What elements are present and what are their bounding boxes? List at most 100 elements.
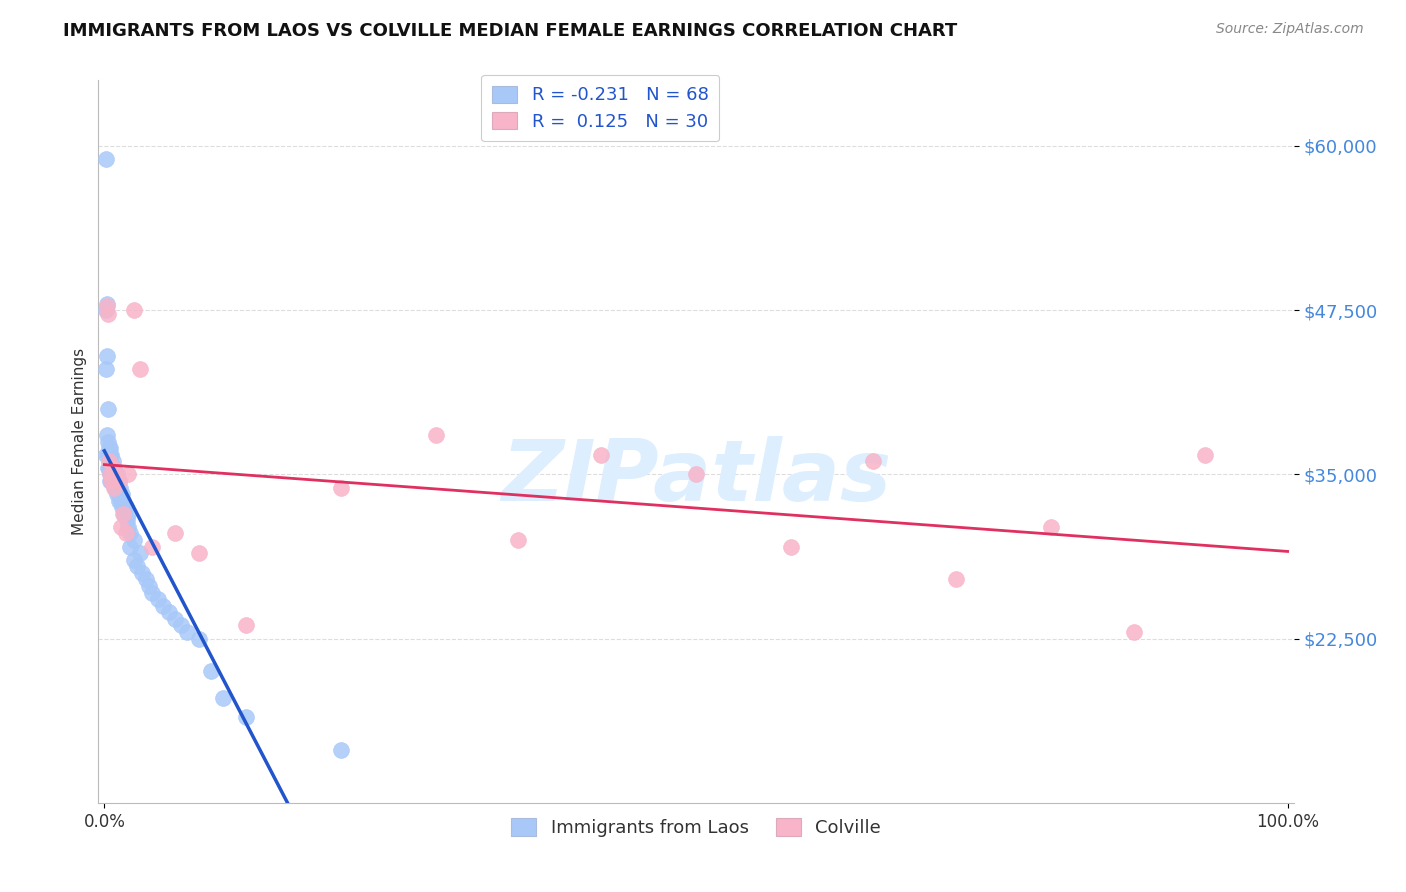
Point <box>131 566 153 580</box>
Point <box>188 632 211 646</box>
Point <box>105 483 128 497</box>
Point <box>103 460 125 475</box>
Point <box>117 467 139 482</box>
Point <box>112 493 135 508</box>
Point <box>98 467 121 482</box>
Point <box>200 665 222 679</box>
Point <box>103 467 125 482</box>
Point <box>107 493 129 508</box>
Point <box>97 401 120 416</box>
Point <box>97 448 120 462</box>
Point <box>97 434 120 449</box>
Point <box>104 467 127 482</box>
Point <box>122 553 145 567</box>
Point <box>165 612 187 626</box>
Point <box>98 460 121 475</box>
Point <box>1039 520 1062 534</box>
Point <box>94 362 117 376</box>
Point <box>128 546 150 560</box>
Point <box>96 428 118 442</box>
Point <box>94 152 117 166</box>
Point <box>104 481 127 495</box>
Point <box>112 507 135 521</box>
Point <box>98 467 121 482</box>
Point <box>127 559 149 574</box>
Point <box>508 533 530 547</box>
Point <box>120 540 142 554</box>
Point <box>117 520 139 534</box>
Point <box>98 448 121 462</box>
Point <box>779 540 801 554</box>
Y-axis label: Median Female Earnings: Median Female Earnings <box>72 348 87 535</box>
Point <box>98 460 121 475</box>
Point <box>97 307 120 321</box>
Point <box>1194 448 1216 462</box>
Point <box>105 470 128 484</box>
Point <box>330 481 353 495</box>
Point <box>108 481 131 495</box>
Text: Source: ZipAtlas.com: Source: ZipAtlas.com <box>1216 22 1364 37</box>
Point <box>330 743 353 757</box>
Point <box>96 299 118 313</box>
Point <box>157 605 180 619</box>
Point <box>105 467 128 482</box>
Text: IMMIGRANTS FROM LAOS VS COLVILLE MEDIAN FEMALE EARNINGS CORRELATION CHART: IMMIGRANTS FROM LAOS VS COLVILLE MEDIAN … <box>63 22 957 40</box>
Point <box>105 467 128 482</box>
Point <box>96 349 118 363</box>
Point <box>425 428 447 442</box>
Point <box>1122 625 1144 640</box>
Point <box>862 454 884 468</box>
Point <box>98 454 121 468</box>
Point <box>111 500 134 515</box>
Point <box>110 493 132 508</box>
Point <box>100 465 122 479</box>
Point <box>114 507 136 521</box>
Point <box>101 454 124 468</box>
Point <box>100 457 122 471</box>
Point <box>98 441 121 455</box>
Point <box>141 585 163 599</box>
Point <box>146 592 169 607</box>
Point <box>235 618 257 632</box>
Point <box>138 579 160 593</box>
Point <box>685 467 707 482</box>
Point <box>115 513 138 527</box>
Legend: Immigrants from Laos, Colville: Immigrants from Laos, Colville <box>503 811 889 845</box>
Point <box>101 460 124 475</box>
Point <box>211 690 233 705</box>
Point <box>97 460 120 475</box>
Point <box>101 470 124 484</box>
Point <box>105 487 128 501</box>
Point <box>101 460 124 475</box>
Point <box>188 546 211 560</box>
Point <box>111 487 134 501</box>
Point <box>152 599 174 613</box>
Point <box>170 618 193 632</box>
Point <box>165 526 187 541</box>
Point <box>98 474 121 488</box>
Point <box>98 454 121 468</box>
Point <box>103 478 125 492</box>
Point <box>122 303 145 318</box>
Point <box>98 441 121 455</box>
Point <box>100 474 122 488</box>
Point <box>107 474 129 488</box>
Point <box>591 448 613 462</box>
Point <box>107 474 129 488</box>
Point <box>100 448 122 462</box>
Point <box>94 303 117 318</box>
Point <box>117 507 139 521</box>
Point <box>114 526 136 541</box>
Point <box>945 573 967 587</box>
Point <box>96 296 118 310</box>
Point <box>141 540 163 554</box>
Point <box>114 500 136 515</box>
Point <box>100 474 122 488</box>
Point <box>135 573 157 587</box>
Point <box>122 533 145 547</box>
Point <box>94 448 117 462</box>
Point <box>235 710 257 724</box>
Point <box>176 625 198 640</box>
Point <box>120 526 142 541</box>
Point <box>110 520 132 534</box>
